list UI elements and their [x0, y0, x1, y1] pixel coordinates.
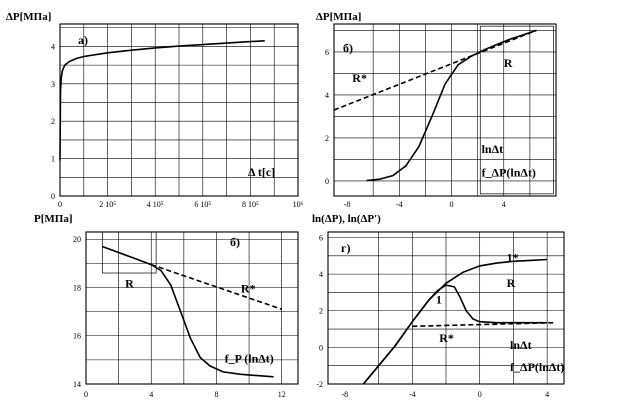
y-tick-label: 16 — [73, 332, 81, 341]
x-tick-label: 4 — [545, 390, 549, 399]
x-tick-label: 0 — [58, 200, 62, 209]
y-tick-label: 0 — [51, 192, 55, 201]
y-tick-label: 1 — [51, 155, 55, 164]
panel-label: a) — [78, 33, 88, 47]
series-line-d-1 — [362, 284, 548, 385]
annotation-label: R* — [241, 281, 256, 295]
x-tick-label: -4 — [409, 390, 416, 399]
x-axis-label: Δ t[c] — [248, 165, 275, 179]
panel-label: б) — [230, 235, 240, 249]
x-tick-label: 4 — [502, 200, 506, 209]
chart-panel-d: -8 -4 0 4 -2 0 2 4 6 ln(ΔP), ln(ΔP′) г) 1* R 1 R* lnΔt f… — [312, 213, 565, 399]
x-tick-label: -8 — [344, 200, 351, 209]
annotation-label: R — [504, 56, 513, 70]
x-tick-label: -4 — [396, 200, 403, 209]
region-box — [101, 231, 157, 274]
x-tick-label: -8 — [342, 390, 349, 399]
plot-frame — [85, 231, 299, 385]
y-tick-label: 0 — [319, 343, 323, 352]
x-tick-label: 0 — [84, 390, 88, 399]
y-tick-label: 4 — [325, 91, 329, 100]
series-line-a-0 — [59, 40, 265, 161]
chart-panel-c: 0 4 8 12 14 16 18 20 P[МПа] б) R R* f_P (lnΔt) — [34, 213, 299, 399]
annotation-label: 1 — [436, 292, 442, 306]
x-tick-label: 2 10⁵ — [99, 200, 116, 209]
annotation-label: R* — [439, 331, 454, 345]
chart-title: P[МПа] — [34, 213, 72, 225]
panel-label: б) — [343, 41, 353, 55]
plot-frame — [327, 231, 565, 385]
y-tick-label: -2 — [316, 380, 323, 389]
x-tick-label: 0 — [478, 390, 482, 399]
annotation-label: f_P (lnΔt) — [225, 351, 274, 365]
annotation-label: lnΔt — [482, 142, 504, 156]
y-tick-label: 20 — [73, 235, 81, 244]
annotation-label: R — [125, 276, 134, 290]
y-tick-label: 14 — [73, 380, 81, 389]
y-tick-label: 4 — [51, 42, 55, 51]
y-tick-label: 2 — [51, 117, 55, 126]
y-tick-label: 6 — [319, 233, 323, 242]
y-tick-label: 2 — [325, 134, 329, 143]
y-tick-label: 6 — [325, 48, 329, 57]
series-line-d-2 — [412, 321, 554, 328]
x-tick-label: 8 — [214, 390, 218, 399]
chart-title: ΔP[МПа] — [6, 11, 51, 23]
series-line-c-0 — [102, 245, 274, 378]
y-tick-label: 18 — [73, 283, 81, 292]
annotation-label: R* — [352, 71, 367, 85]
y-tick-label: 3 — [51, 80, 55, 89]
series-line-b-1 — [333, 29, 537, 111]
x-tick-label: 4 — [149, 390, 153, 399]
series-line-b-0 — [366, 29, 537, 182]
y-tick-label: 0 — [325, 177, 329, 186]
x-tick-label: 10⁶ — [293, 200, 304, 209]
chart-panel-a: 0 2 10⁵ 4 10⁵ 6 10⁵ 8 10⁵ 10⁶ 0 1 2 3 4 ΔP[МПа] a) Δ … — [6, 11, 304, 209]
panel-label: г) — [341, 241, 350, 255]
annotation-label: R — [507, 276, 516, 290]
x-tick-label: 0 — [450, 200, 454, 209]
chart-title: ln(ΔP), ln(ΔP′) — [312, 213, 381, 225]
annotation-label: 1* — [507, 250, 519, 264]
series-line-c-1 — [150, 263, 282, 310]
annotation-label: lnΔt — [510, 338, 532, 352]
annotation-label: f_ΔP(lnΔt) — [510, 360, 564, 374]
x-tick-label: 8 10⁵ — [242, 200, 259, 209]
x-tick-label: 6 10⁵ — [194, 200, 211, 209]
region-box — [479, 25, 554, 195]
y-tick-label: 4 — [319, 270, 323, 279]
x-tick-label: 12 — [278, 390, 286, 399]
chart-title: ΔP[МПа] — [316, 11, 361, 23]
annotation-label: f_ΔP(lnΔt) — [482, 166, 536, 180]
x-tick-label: 4 10⁵ — [147, 200, 164, 209]
y-tick-label: 2 — [319, 307, 323, 316]
